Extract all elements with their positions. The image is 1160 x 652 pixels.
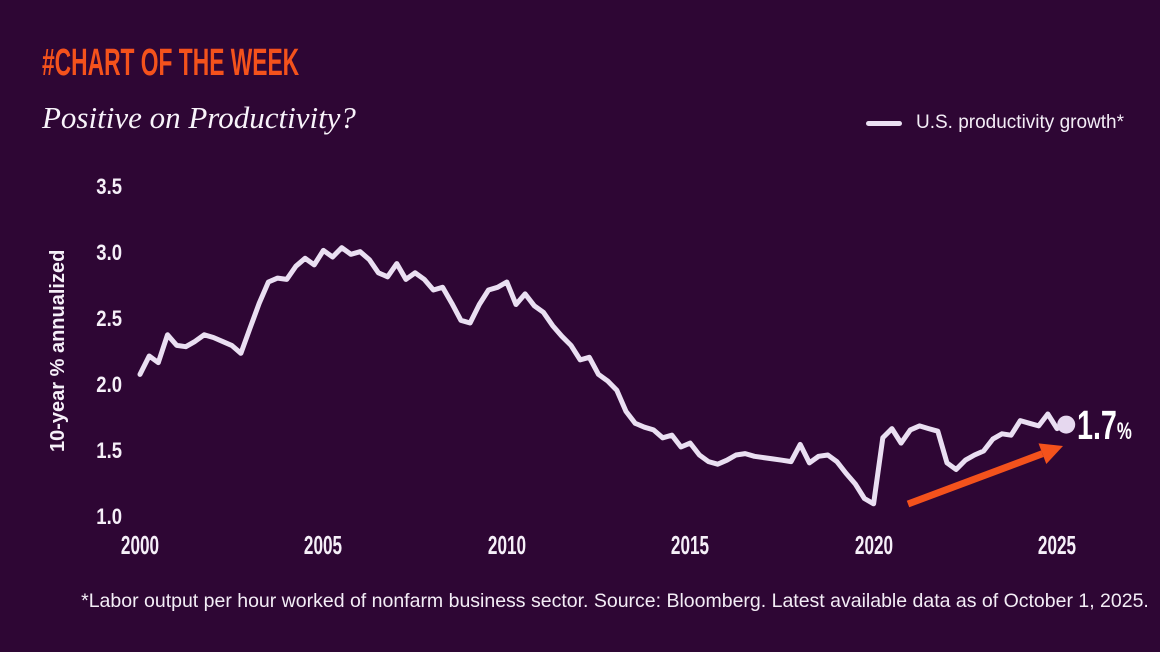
kicker-hashtag-heading: #CHART OF THE WEEK xyxy=(42,42,300,84)
y-tick-label: 3.5 xyxy=(96,174,122,199)
last-data-point-marker xyxy=(1057,415,1076,434)
upward-trend-arrow-head xyxy=(1038,443,1063,464)
last-value-percent-sign: % xyxy=(1116,418,1132,445)
last-value-annotation: 1.7% xyxy=(1077,403,1132,447)
y-tick-label: 1.0 xyxy=(96,504,122,529)
chart-title: Positive on Productivity? xyxy=(42,100,356,135)
y-tick-label: 2.0 xyxy=(96,372,122,397)
legend-line-swatch xyxy=(865,120,902,126)
source-footnote: *Labor output per hour worked of nonfarm… xyxy=(81,590,1149,612)
y-tick-label: 1.5 xyxy=(96,438,122,463)
x-tick-label: 2015 xyxy=(671,530,710,560)
upward-trend-arrow xyxy=(906,450,1044,508)
y-tick-label: 3.0 xyxy=(96,240,122,265)
x-tick-label: 2025 xyxy=(1037,530,1077,560)
x-tick-label: 2010 xyxy=(487,530,526,560)
x-tick-label: 2020 xyxy=(854,530,893,560)
x-tick-label: 2005 xyxy=(304,530,343,560)
legend: U.S. productivity growth* xyxy=(865,112,1124,134)
legend-label: U.S. productivity growth* xyxy=(915,112,1124,133)
productivity-growth-line xyxy=(137,245,1069,507)
x-tick-label: 2000 xyxy=(120,530,160,560)
last-value-number: 1.7 xyxy=(1077,402,1117,448)
y-tick-label: 2.5 xyxy=(96,306,122,331)
